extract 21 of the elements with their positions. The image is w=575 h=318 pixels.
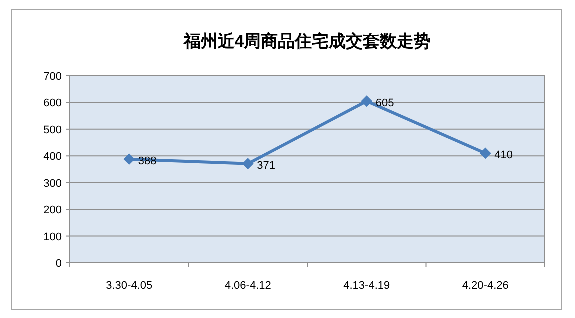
y-tick-label: 700 <box>44 71 62 83</box>
x-tick-label: 4.06-4.12 <box>224 280 272 292</box>
data-label: 388 <box>138 155 157 168</box>
x-tick-label: 4.13-4.19 <box>344 280 390 292</box>
y-tick-label: 0 <box>56 258 62 270</box>
y-tick-label: 300 <box>44 178 62 190</box>
y-tick-label: 200 <box>44 204 62 217</box>
y-tick-label: 500 <box>44 124 62 136</box>
x-tick-label: 4.20-4.26 <box>462 280 509 292</box>
y-tick-label: 600 <box>44 98 62 110</box>
chart-title: 福州近4周商品住宅成交套数走势 <box>182 32 432 51</box>
data-label: 605 <box>376 97 394 110</box>
y-tick-label: 400 <box>44 151 62 164</box>
y-tick-label: 100 <box>44 231 62 244</box>
point <box>480 148 492 159</box>
point <box>124 154 135 165</box>
point <box>361 96 372 107</box>
point <box>242 158 254 170</box>
data-label: 371 <box>257 160 276 172</box>
x-tick-label: 3.30-4.05 <box>106 280 153 292</box>
data-label: 410 <box>494 149 513 162</box>
